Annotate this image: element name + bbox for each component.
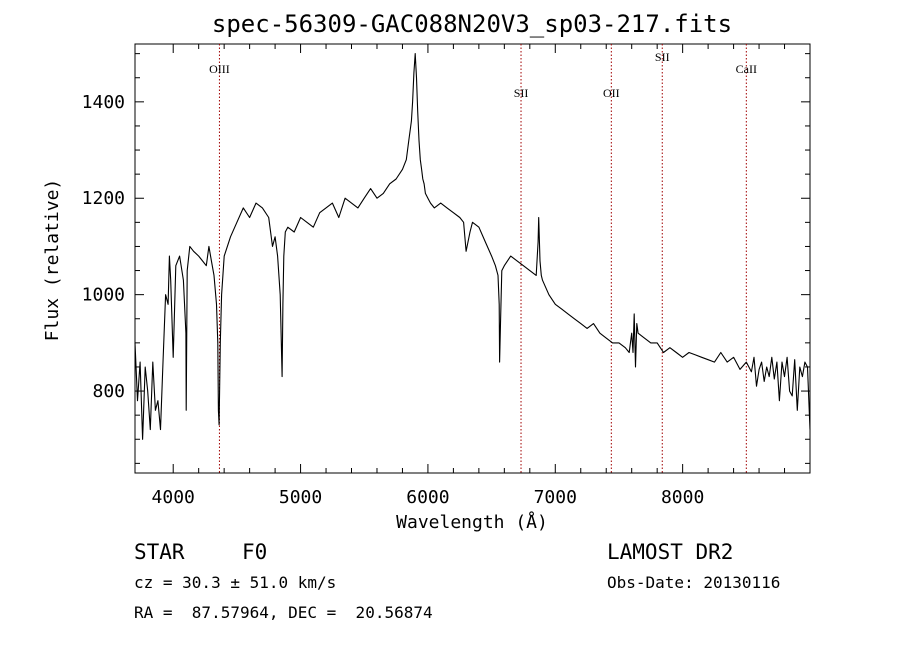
y-tick-label: 1200	[82, 188, 125, 209]
y-axis-ticks: 800 1000 1200 1400	[82, 53, 810, 464]
marker-label: OII	[603, 86, 620, 100]
x-tick-label: 8000	[661, 487, 704, 508]
y-tick-label: 800	[92, 381, 125, 402]
marker-label: SII	[655, 50, 670, 64]
x-axis-label: Wavelength (Å)	[396, 511, 548, 533]
emission-line-markers: OIII SII OII SII CaII	[209, 44, 757, 473]
sky-coordinates: RA = 87.57964, DEC = 20.56874	[134, 603, 433, 622]
plot-frame	[134, 43, 811, 474]
survey-name: LAMOST DR2	[607, 540, 734, 564]
redshift-velocity: cz = 30.3 ± 51.0 km/s	[134, 573, 337, 592]
spectrum-line	[134, 53, 811, 440]
marker-label: SII	[514, 86, 529, 100]
chart-title: spec-56309-GAC088N20V3_sp03-217.fits	[212, 10, 732, 38]
object-subclass: F0	[242, 540, 268, 564]
spectrum-series	[134, 53, 811, 440]
y-tick-label: 1400	[82, 92, 125, 113]
marker-label: OIII	[209, 62, 230, 76]
object-class: STAR	[134, 540, 185, 564]
y-tick-label: 1000	[82, 285, 125, 306]
y-axis-label: Flux (relative)	[42, 179, 63, 342]
x-tick-label: 6000	[406, 487, 449, 508]
x-axis-ticks: 4000 5000 6000 7000 8000	[152, 44, 786, 508]
x-tick-label: 4000	[152, 487, 195, 508]
observation-date: Obs-Date: 20130116	[607, 573, 781, 592]
x-tick-label: 7000	[534, 487, 577, 508]
marker-label: CaII	[736, 62, 757, 76]
x-tick-label: 5000	[279, 487, 322, 508]
